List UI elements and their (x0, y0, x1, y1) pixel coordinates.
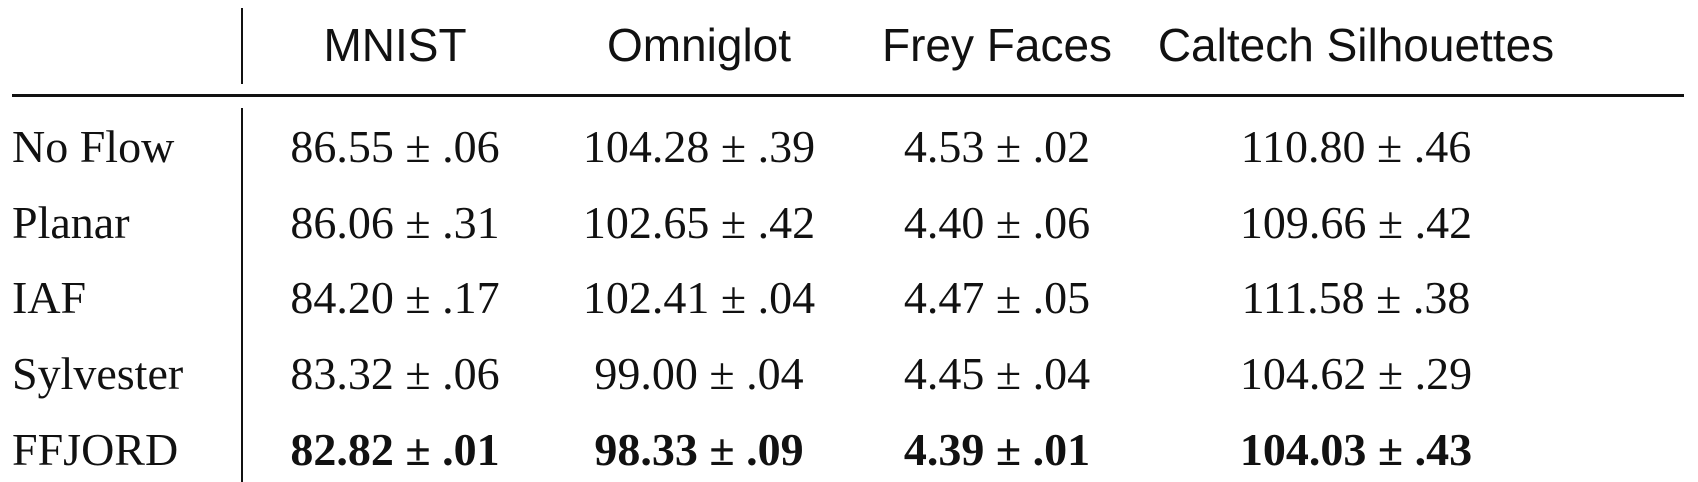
table-cell: 82.82 ± .01 (290, 424, 500, 475)
row-label-sylvester: Sylvester (12, 348, 184, 399)
table-cell: 4.53 ± .02 (903, 121, 1091, 172)
body-column-divider (241, 108, 243, 482)
results-table: MNIST Omniglot Frey Faces Caltech Silhou… (12, 0, 1684, 482)
table-cell: 4.39 ± .01 (903, 424, 1091, 475)
table-cell: 4.45 ± .04 (903, 348, 1091, 399)
table-cell: 104.62 ± .29 (1239, 348, 1473, 399)
row-label-no-flow: No Flow (12, 121, 175, 172)
table-cell: 102.41 ± .04 (582, 272, 816, 323)
row-label-ffjord: FFJORD (12, 424, 179, 475)
column-header-caltech-silhouettes: Caltech Silhouettes (1157, 19, 1555, 71)
table-cell: 84.20 ± .17 (290, 272, 500, 323)
table-cell: 86.55 ± .06 (290, 121, 500, 172)
column-header-mnist: MNIST (323, 19, 467, 71)
table-cell: 109.66 ± .42 (1239, 197, 1473, 248)
row-label-planar: Planar (12, 197, 130, 248)
header-column-divider (241, 8, 243, 84)
table-cell: 111.58 ± .38 (1241, 272, 1471, 323)
table-cell: 110.80 ± .46 (1240, 121, 1472, 172)
table-cell: 4.47 ± .05 (903, 272, 1091, 323)
column-header-omniglot: Omniglot (606, 19, 792, 71)
column-header-frey-faces: Frey Faces (881, 19, 1113, 71)
table-cell: 4.40 ± .06 (903, 197, 1091, 248)
table-cell: 99.00 ± .04 (594, 348, 804, 399)
table-cell: 86.06 ± .31 (290, 197, 500, 248)
header-rule (12, 94, 1684, 97)
row-label-iaf: IAF (12, 272, 87, 323)
table-cell: 104.03 ± .43 (1239, 424, 1473, 475)
table-cell: 83.32 ± .06 (290, 348, 500, 399)
table-cell: 98.33 ± .09 (594, 424, 804, 475)
table-cell: 104.28 ± .39 (582, 121, 816, 172)
table-cell: 102.65 ± .42 (582, 197, 816, 248)
